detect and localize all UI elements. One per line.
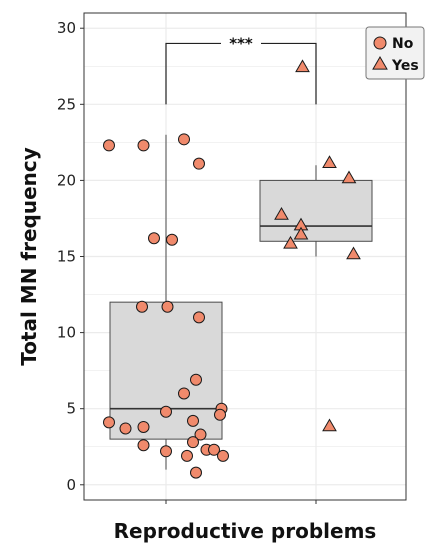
data-point-circle bbox=[190, 373, 202, 386]
data-point-circle bbox=[103, 139, 115, 152]
boxes bbox=[109, 134, 373, 470]
data-point-circle bbox=[160, 405, 172, 418]
data-point-triangle bbox=[295, 59, 310, 73]
points bbox=[103, 59, 361, 479]
data-point-circle bbox=[178, 387, 190, 400]
legend-label: Yes bbox=[391, 58, 419, 74]
data-point-triangle bbox=[274, 206, 289, 220]
legend-key-triangle bbox=[372, 55, 388, 70]
y-axis: 0 5 10 15 20 25 30 bbox=[57, 19, 84, 494]
data-point-circle bbox=[208, 443, 220, 456]
data-point-circle bbox=[148, 232, 160, 245]
x-axis-title: Reproductive problems bbox=[114, 519, 377, 543]
data-point-circle bbox=[190, 466, 202, 479]
significance-bracket: *** bbox=[165, 34, 317, 105]
data-point-circle bbox=[137, 420, 150, 433]
data-point-triangle bbox=[293, 226, 309, 240]
data-point-circle bbox=[187, 436, 199, 449]
y-tick-label: 25 bbox=[57, 95, 76, 113]
data-point-triangle bbox=[283, 235, 298, 249]
data-point-circle bbox=[181, 449, 193, 462]
data-point-circle bbox=[214, 408, 226, 421]
data-point-circle bbox=[194, 428, 207, 441]
significance-line bbox=[165, 42, 317, 105]
legend-label: No bbox=[392, 36, 414, 52]
data-point-circle bbox=[137, 139, 150, 152]
data-point-circle bbox=[187, 414, 199, 427]
y-tick-label: 15 bbox=[57, 248, 76, 266]
data-point-circle bbox=[136, 300, 148, 313]
data-point-circle bbox=[103, 416, 115, 429]
data-point-circle bbox=[193, 311, 205, 324]
box-iqr bbox=[109, 301, 223, 440]
y-tick-label: 20 bbox=[57, 171, 76, 189]
data-point-triangle bbox=[322, 155, 337, 168]
data-point-triangle bbox=[346, 246, 361, 260]
legend: No Yes bbox=[365, 26, 425, 80]
y-axis-title: Total MN frequency bbox=[17, 147, 41, 366]
data-point-circle bbox=[161, 300, 174, 313]
box-iqr bbox=[259, 179, 373, 242]
legend-key-circle bbox=[373, 36, 387, 50]
significance-label-bg bbox=[221, 35, 261, 52]
y-tick-label: 0 bbox=[66, 476, 76, 494]
data-point-circle bbox=[193, 157, 205, 170]
data-point-circle bbox=[166, 233, 178, 246]
x-axis bbox=[165, 500, 317, 504]
significance-label: *** bbox=[229, 34, 253, 52]
data-point-triangle bbox=[322, 418, 337, 432]
data-point-triangle bbox=[341, 170, 357, 184]
data-point-circle bbox=[160, 445, 172, 458]
data-point-circle bbox=[119, 422, 132, 435]
data-point-circle bbox=[217, 449, 229, 462]
data-point-circle bbox=[137, 439, 150, 452]
y-tick-label: 30 bbox=[57, 19, 76, 37]
y-tick-label: 5 bbox=[66, 400, 76, 418]
data-point-circle bbox=[178, 133, 190, 146]
y-tick-label: 10 bbox=[57, 324, 76, 342]
